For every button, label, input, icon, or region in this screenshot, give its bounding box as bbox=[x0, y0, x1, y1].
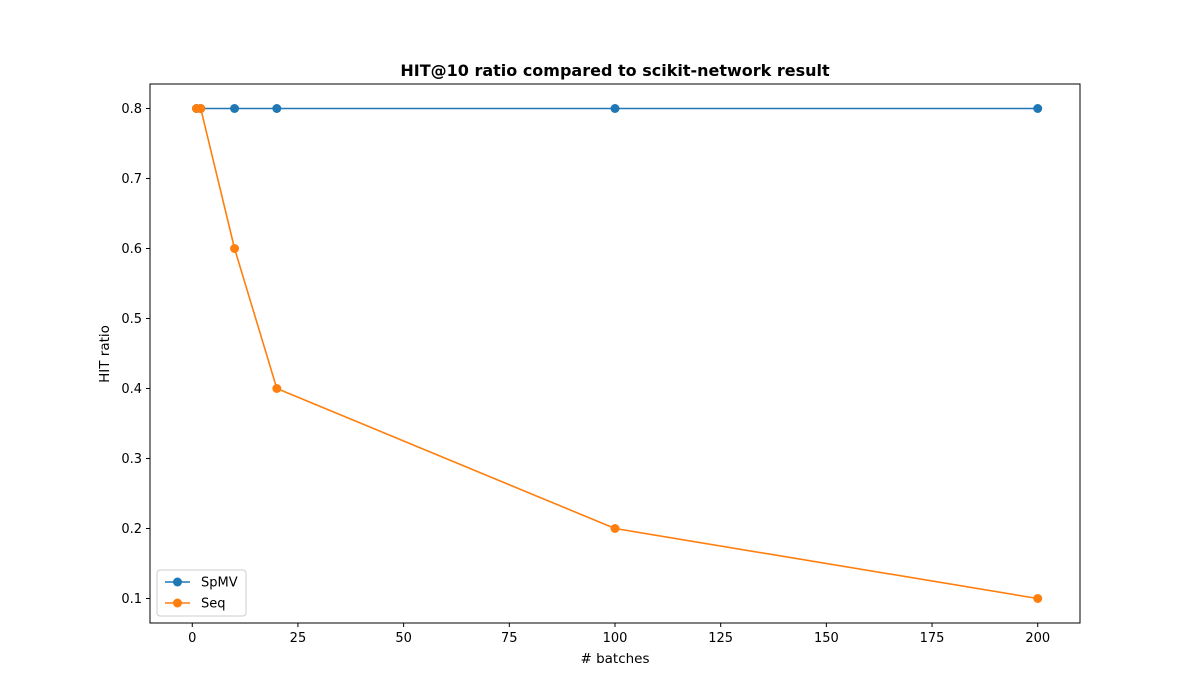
x-tick-label: 0 bbox=[188, 631, 196, 646]
data-point-spmv bbox=[1033, 104, 1043, 113]
y-tick-label: 0.4 bbox=[121, 382, 142, 397]
legend-marker-spmv bbox=[173, 577, 182, 587]
x-axis-label: # batches bbox=[580, 651, 649, 667]
axes: 0 25 50 75 100 125 150 175 200 0.1 0.2 0.3 0.4 0.5 0.6… bbox=[121, 83, 1081, 646]
data-point-seq bbox=[1033, 594, 1043, 603]
x-tick-label: 125 bbox=[708, 631, 733, 646]
x-tick-label: 25 bbox=[290, 631, 307, 646]
legend-marker-seq bbox=[173, 598, 182, 608]
data-point-spmv bbox=[272, 104, 282, 113]
y-tick-label: 0.2 bbox=[121, 522, 142, 537]
y-axis-label: HIT ratio bbox=[97, 325, 113, 383]
y-tick-label: 0.7 bbox=[121, 172, 142, 187]
data-point-spmv bbox=[230, 104, 240, 113]
legend-label-seq: Seq bbox=[201, 597, 226, 612]
y-tick-label: 0.8 bbox=[121, 102, 142, 117]
data-point-seq bbox=[196, 104, 206, 113]
legend: SpMV Seq bbox=[156, 569, 247, 617]
x-tick-label: 150 bbox=[814, 631, 839, 646]
x-tick-label: 50 bbox=[395, 631, 412, 646]
x-tick-label: 200 bbox=[1025, 631, 1050, 646]
legend-label-spmv: SpMV bbox=[201, 576, 238, 591]
x-tick-label: 100 bbox=[603, 631, 628, 646]
x-tick-label: 75 bbox=[501, 631, 518, 646]
plot-area bbox=[192, 104, 1043, 603]
y-tick-label: 0.5 bbox=[121, 312, 142, 327]
y-tick-label: 0.6 bbox=[121, 242, 142, 257]
y-tick-label: 0.1 bbox=[121, 592, 142, 607]
data-point-seq bbox=[230, 244, 240, 253]
data-point-seq bbox=[610, 524, 620, 533]
y-tick-label: 0.3 bbox=[121, 452, 142, 467]
x-tick-label: 175 bbox=[920, 631, 945, 646]
data-point-seq bbox=[272, 384, 282, 393]
chart-title: HIT@10 ratio compared to scikit-network … bbox=[400, 61, 830, 80]
data-point-spmv bbox=[610, 104, 620, 113]
